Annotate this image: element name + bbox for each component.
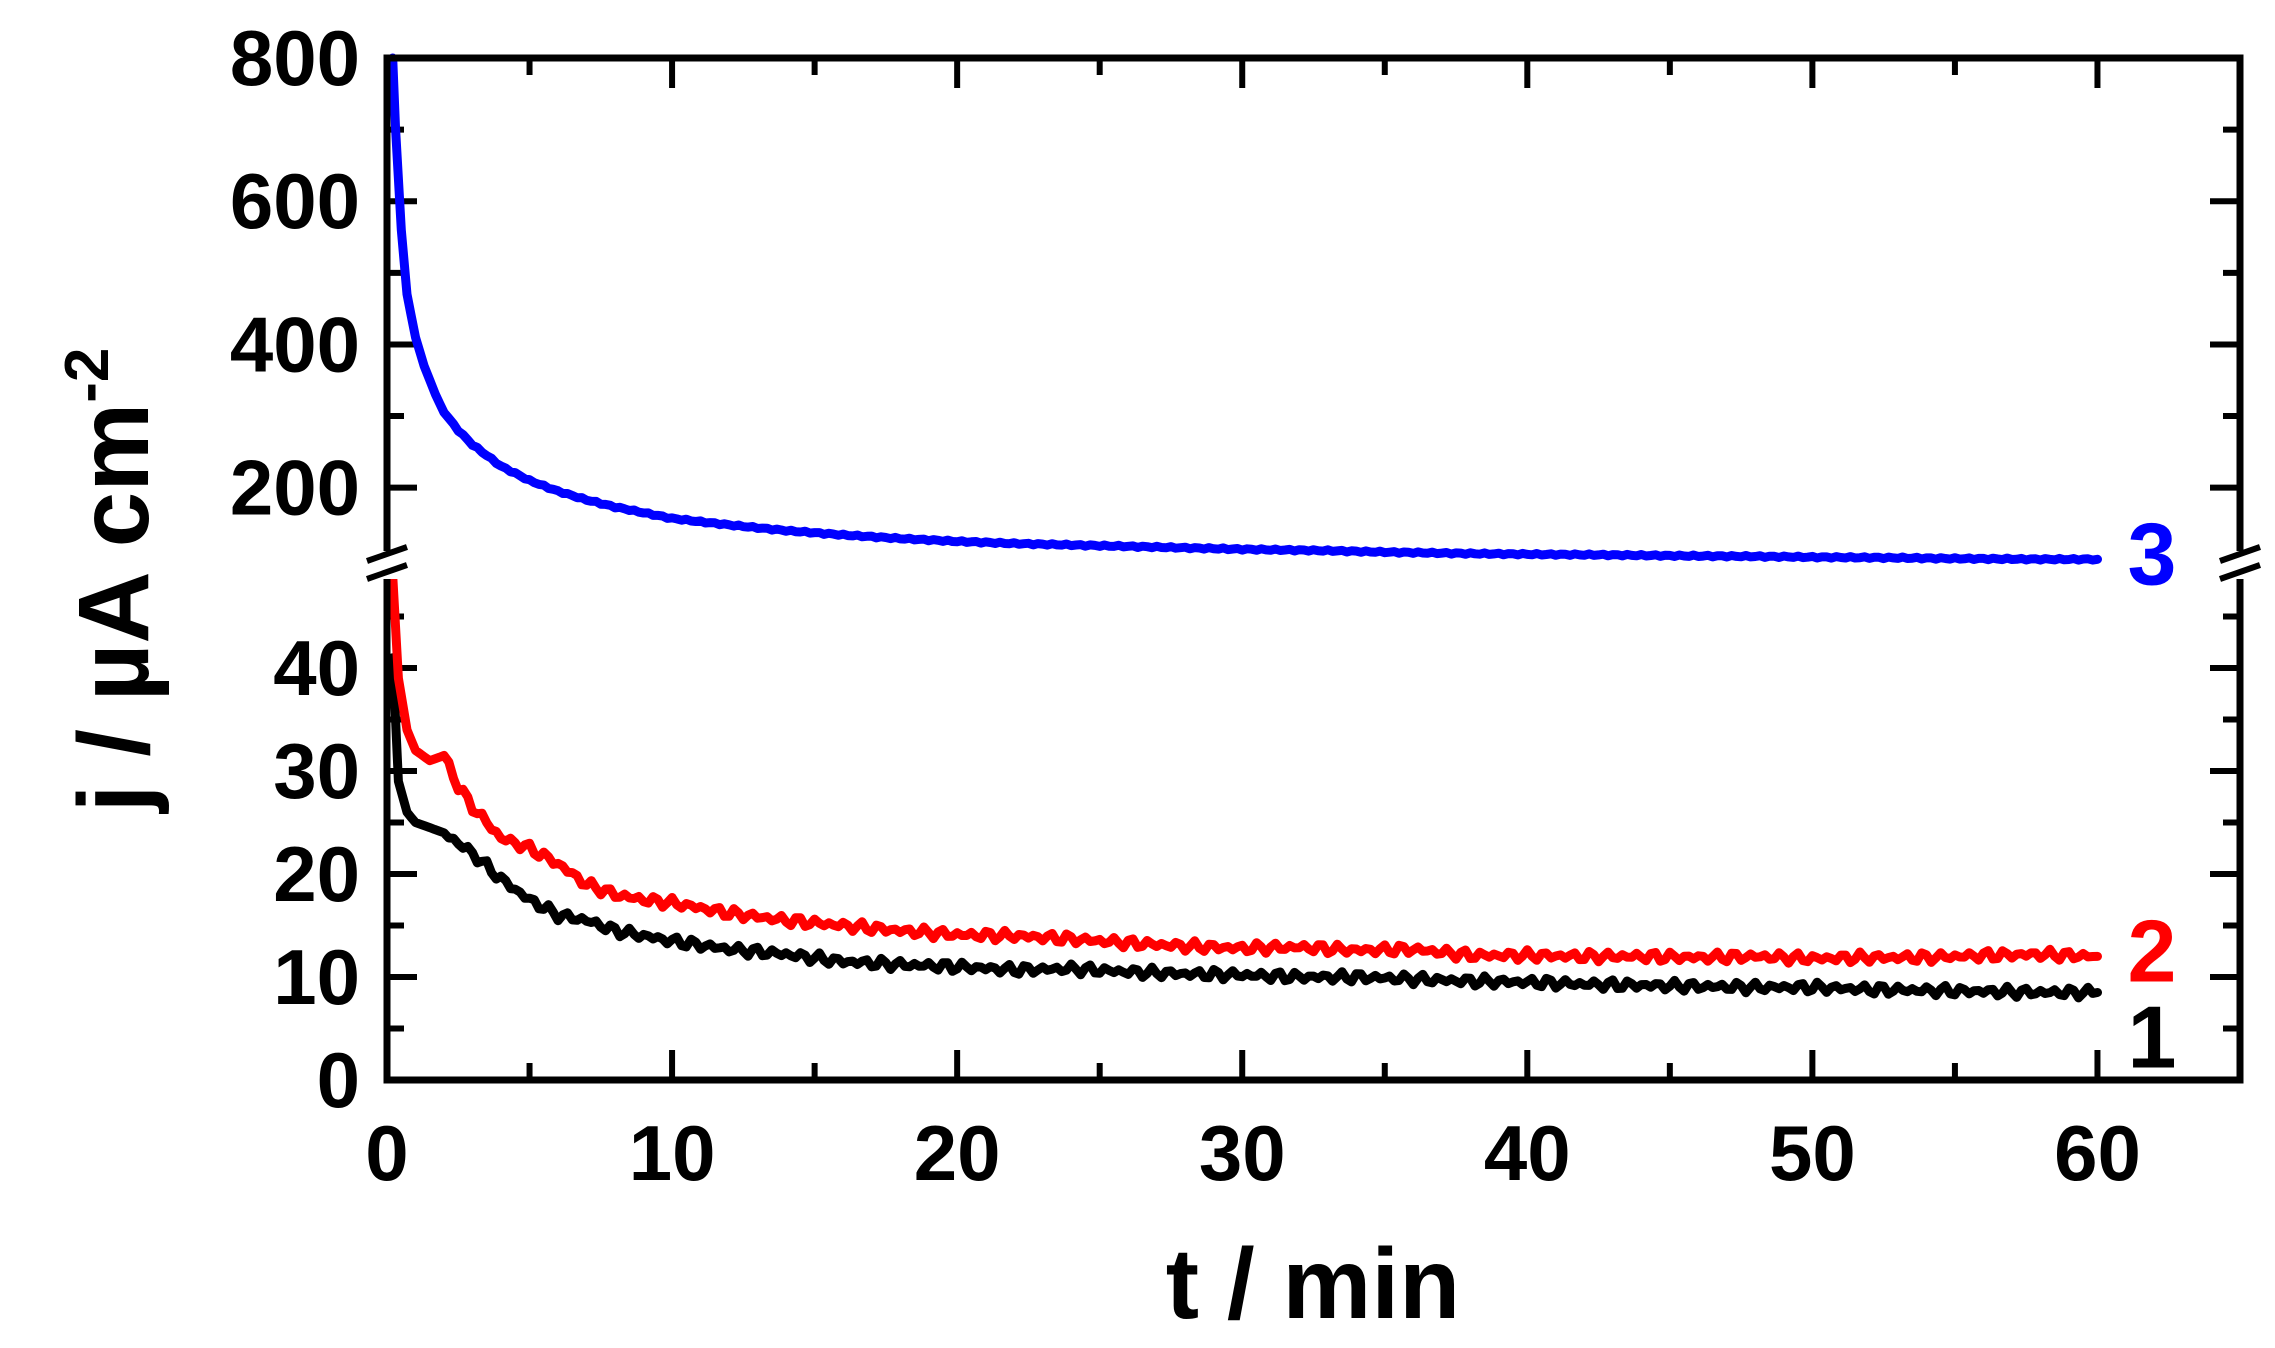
series-line-2: [388, 570, 2102, 968]
x-tick-label: 30: [1199, 1109, 1286, 1197]
axis-break-mark: [366, 562, 408, 582]
y-axis-label: j / µA cm-2: [53, 348, 170, 815]
y-tick-label: 30: [273, 727, 360, 815]
series-lines: [388, 53, 2102, 1003]
x-tick-label: 10: [629, 1109, 716, 1197]
series-label-1: 1: [2127, 987, 2176, 1086]
x-ticks: [384, 58, 2243, 1080]
y-tick-labels: 200 400 600 800 0 10 20 30 40: [230, 14, 360, 1124]
y-tick-label: 600: [230, 157, 360, 245]
y-tick-label: 800: [230, 14, 360, 102]
axis-break-mark: [2219, 562, 2261, 582]
y-tick-label: 20: [273, 830, 360, 918]
x-tick-label: 40: [1484, 1109, 1571, 1197]
series-label-2: 2: [2127, 901, 2176, 1000]
y-tick-label: 40: [273, 624, 360, 712]
y-ticks: [387, 55, 2240, 1083]
axis-break-marks: [365, 544, 2262, 582]
y-tick-label: 0: [317, 1036, 360, 1124]
x-tick-labels: 0 10 20 30 40 50 60: [365, 1109, 2141, 1197]
axis-break-mark: [2219, 544, 2261, 564]
x-tick-label: 0: [365, 1109, 408, 1197]
y-tick-label: 400: [230, 300, 360, 388]
x-tick-label: 60: [2054, 1109, 2141, 1197]
series-line-3: [388, 53, 2102, 565]
x-tick-label: 20: [914, 1109, 1001, 1197]
x-axis-label: t / min: [1166, 1228, 1460, 1340]
axis-break-mark: [366, 544, 408, 564]
series-labels: 12 3: [2127, 504, 2176, 1086]
y-axis-label-sup: -2: [53, 348, 122, 403]
plot-frame: [383, 54, 2244, 1084]
x-tick-label: 50: [1769, 1109, 1856, 1197]
y-axis-label-main: j / µA cm: [58, 403, 170, 815]
series-line-1: [388, 653, 2102, 1003]
series-label-3: 3: [2127, 504, 2176, 603]
y-tick-label: 200: [230, 444, 360, 532]
y-tick-label: 10: [273, 933, 360, 1021]
